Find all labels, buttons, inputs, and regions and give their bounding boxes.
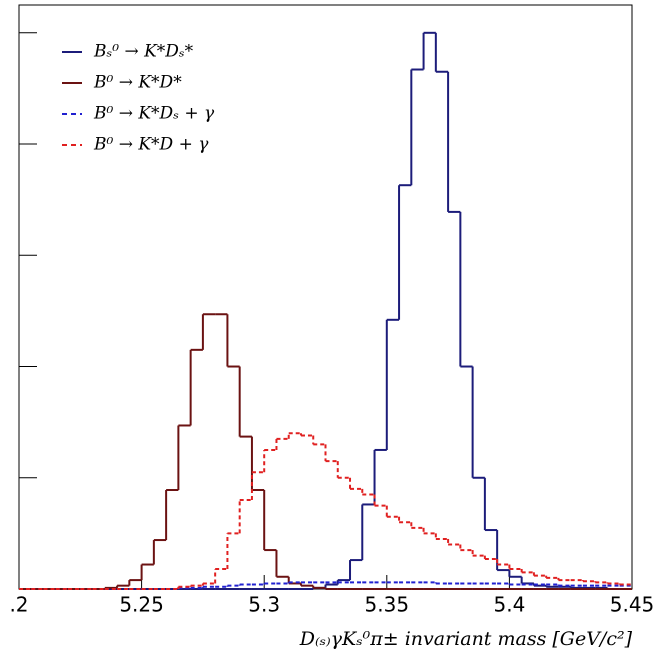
legend-label: B⁰ → K*D + γ bbox=[93, 135, 209, 155]
x-tick-label: 5.25 bbox=[119, 593, 164, 617]
legend-label: Bₛ⁰ → K*Dₛ* bbox=[93, 42, 194, 62]
x-tick-label: .2 bbox=[9, 593, 28, 617]
legend-label: B⁰ → K*Dₛ + γ bbox=[93, 104, 215, 124]
legend-label: B⁰ → K*D* bbox=[93, 73, 182, 93]
plot-frame bbox=[18, 4, 633, 590]
x-tick-label: 5.35 bbox=[365, 593, 410, 617]
x-tick-label: 5.45 bbox=[610, 593, 655, 617]
x-tick-label: 5.4 bbox=[493, 593, 525, 617]
x-axis-label: D₍ₛ₎γKₛ⁰π± invariant mass [GeV/c²] bbox=[299, 628, 633, 650]
x-tick-label: 5.3 bbox=[248, 593, 280, 617]
